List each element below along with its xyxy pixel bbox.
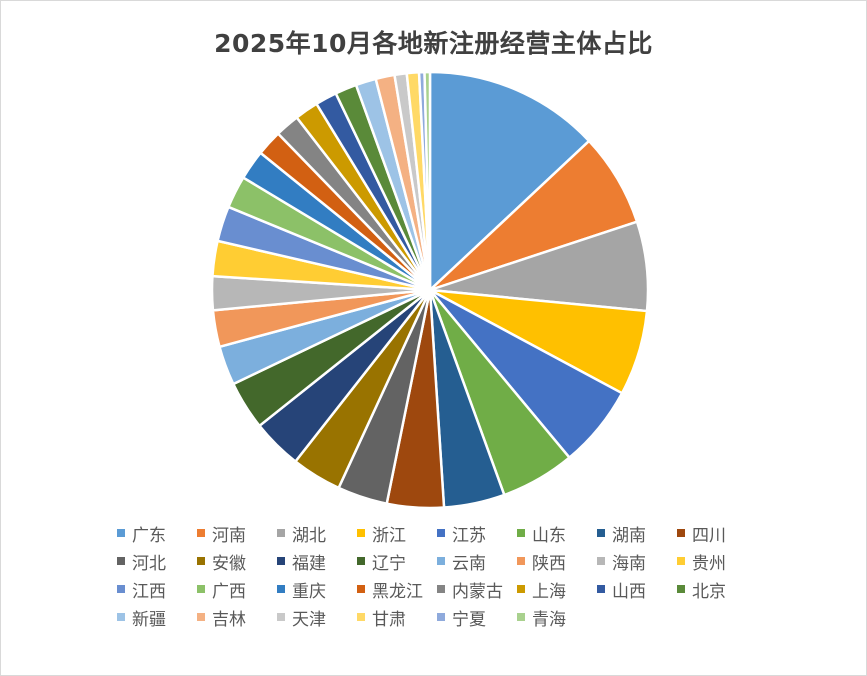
legend-label: 黑龙江 — [372, 581, 423, 602]
legend-label: 北京 — [692, 581, 726, 602]
legend-item: 海南 — [597, 550, 677, 574]
legend-item: 辽宁 — [357, 550, 437, 574]
legend-item: 内蒙古 — [437, 578, 517, 602]
legend-label: 江西 — [132, 581, 166, 602]
legend-swatch-icon — [597, 557, 605, 565]
legend-label: 新疆 — [132, 609, 166, 630]
legend-item: 安徽 — [197, 550, 277, 574]
legend-swatch-icon — [437, 529, 445, 537]
legend-label: 宁夏 — [452, 609, 486, 630]
legend-item: 北京 — [677, 578, 757, 602]
legend-item: 上海 — [517, 578, 597, 602]
legend-label: 江苏 — [452, 525, 486, 546]
legend-item: 贵州 — [677, 550, 757, 574]
legend-label: 陕西 — [532, 553, 566, 574]
legend-label: 福建 — [292, 553, 326, 574]
legend-item: 新疆 — [117, 606, 197, 630]
legend-label: 天津 — [292, 609, 326, 630]
pie-slices — [210, 70, 650, 510]
legend-swatch-icon — [517, 613, 525, 621]
legend-swatch-icon — [357, 529, 365, 537]
legend-label: 海南 — [612, 553, 646, 574]
legend-label: 甘肃 — [372, 609, 406, 630]
legend-label: 四川 — [692, 525, 726, 546]
legend-label: 广西 — [212, 581, 246, 602]
legend-swatch-icon — [517, 585, 525, 593]
legend-swatch-icon — [197, 557, 205, 565]
legend-item: 河北 — [117, 550, 197, 574]
legend-item: 山西 — [597, 578, 677, 602]
legend-swatch-icon — [357, 613, 365, 621]
legend-swatch-icon — [277, 529, 285, 537]
legend-item: 重庆 — [277, 578, 357, 602]
legend-swatch-icon — [677, 585, 685, 593]
legend-swatch-icon — [677, 557, 685, 565]
legend-item: 山东 — [517, 522, 597, 546]
legend-item: 江苏 — [437, 522, 517, 546]
legend-label: 上海 — [532, 581, 566, 602]
legend-item: 湖北 — [277, 522, 357, 546]
legend-swatch-icon — [597, 529, 605, 537]
legend-item: 江西 — [117, 578, 197, 602]
chart-legend: 广东 河南 湖北 浙江 江苏 山东 湖南 四川河北 安徽 福建 辽宁 云南 陕西 海南 贵州江西 广西 重庆 黑龙… — [117, 522, 757, 630]
legend-label: 安徽 — [212, 553, 246, 574]
legend-swatch-icon — [517, 529, 525, 537]
legend-swatch-icon — [677, 529, 685, 537]
legend-item: 云南 — [437, 550, 517, 574]
legend-item: 甘肃 — [357, 606, 437, 630]
legend-label: 山西 — [612, 581, 646, 602]
legend-swatch-icon — [117, 529, 125, 537]
legend-swatch-icon — [197, 529, 205, 537]
legend-label: 青海 — [532, 609, 566, 630]
legend-item: 广西 — [197, 578, 277, 602]
legend-item: 湖南 — [597, 522, 677, 546]
legend-item: 天津 — [277, 606, 357, 630]
legend-swatch-icon — [437, 557, 445, 565]
legend-label: 湖北 — [292, 525, 326, 546]
legend-item: 青海 — [517, 606, 597, 630]
legend-swatch-icon — [437, 585, 445, 593]
legend-item: 陕西 — [517, 550, 597, 574]
legend-swatch-icon — [277, 613, 285, 621]
legend-swatch-icon — [197, 585, 205, 593]
legend-swatch-icon — [277, 557, 285, 565]
legend-label: 内蒙古 — [452, 581, 503, 602]
legend-swatch-icon — [197, 613, 205, 621]
legend-label: 重庆 — [292, 581, 326, 602]
legend-swatch-icon — [517, 557, 525, 565]
legend-item: 四川 — [677, 522, 757, 546]
pie-slice — [423, 70, 432, 292]
legend-label: 山东 — [532, 525, 566, 546]
legend-item: 黑龙江 — [357, 578, 437, 602]
legend-label: 河南 — [212, 525, 246, 546]
legend-item: 吉林 — [197, 606, 277, 630]
legend-label: 辽宁 — [372, 553, 406, 574]
legend-label: 吉林 — [212, 609, 246, 630]
legend-item: 福建 — [277, 550, 357, 574]
legend-item: 河南 — [197, 522, 277, 546]
legend-swatch-icon — [437, 613, 445, 621]
legend-label: 贵州 — [692, 553, 726, 574]
legend-swatch-icon — [277, 585, 285, 593]
legend-label: 湖南 — [612, 525, 646, 546]
legend-swatch-icon — [117, 613, 125, 621]
legend-swatch-icon — [117, 585, 125, 593]
pie-slice — [428, 70, 591, 292]
legend-label: 浙江 — [372, 525, 406, 546]
legend-label: 河北 — [132, 553, 166, 574]
legend-item: 浙江 — [357, 522, 437, 546]
legend-label: 云南 — [452, 553, 486, 574]
chart-title: 2025年10月各地新注册经营主体占比 — [214, 29, 653, 58]
legend-swatch-icon — [357, 557, 365, 565]
legend-item: 宁夏 — [437, 606, 517, 630]
legend-swatch-icon — [117, 557, 125, 565]
legend-item: 广东 — [117, 522, 197, 546]
legend-swatch-icon — [597, 585, 605, 593]
legend-label: 广东 — [132, 525, 166, 546]
legend-swatch-icon — [357, 585, 365, 593]
